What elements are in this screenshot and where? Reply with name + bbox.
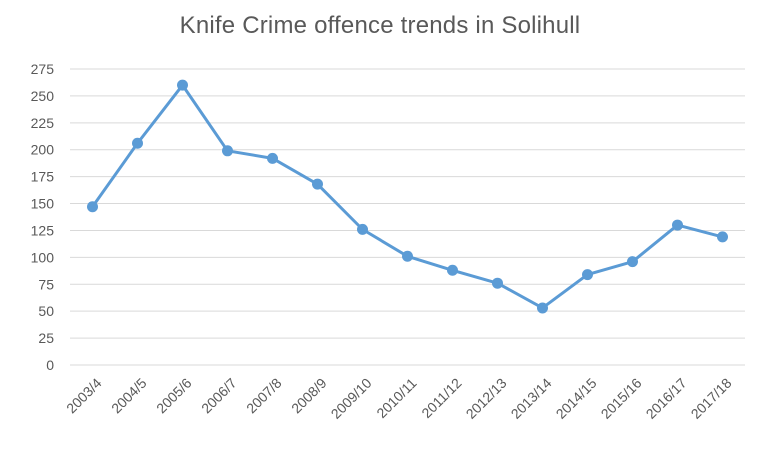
x-tick-label: 2016/17 [643, 375, 690, 422]
y-tick-label: 50 [38, 303, 54, 319]
data-point [357, 223, 368, 235]
series-line [91, 83, 724, 310]
data-point [447, 264, 458, 276]
x-tick-label: 2010/11 [373, 375, 420, 422]
data-point [717, 231, 728, 243]
data-point [402, 250, 413, 262]
x-tick-label: 2012/13 [463, 375, 510, 422]
data-point [132, 137, 143, 149]
x-tick-label: 2014/15 [553, 375, 600, 422]
y-tick-label: 250 [31, 88, 55, 104]
data-point [312, 178, 323, 190]
x-tick-label: 2013/14 [508, 375, 555, 422]
x-tick-label: 2006/7 [198, 375, 240, 417]
gridlines [70, 68, 745, 366]
data-point [537, 302, 548, 314]
x-tick-label: 2015/16 [598, 375, 645, 422]
data-point [627, 256, 638, 268]
y-tick-label: 150 [31, 196, 55, 212]
data-point [582, 269, 593, 281]
y-tick-label: 200 [31, 142, 55, 158]
data-point [672, 219, 683, 231]
y-tick-label: 225 [31, 115, 55, 131]
y-tick-label: 25 [38, 330, 54, 346]
x-tick-label: 2017/18 [688, 375, 735, 422]
y-tick-label: 75 [38, 276, 54, 292]
y-axis: 0 25 50 75 100 125 150 175 200 225 250 275 [31, 61, 55, 373]
y-tick-label: 275 [31, 61, 55, 77]
x-tick-label: 2007/8 [243, 375, 285, 417]
x-tick-label: 2011/12 [418, 375, 465, 422]
chart-title: Knife Crime offence trends in Solihull [179, 12, 581, 39]
data-point [177, 79, 188, 91]
x-axis: 2003/4 2004/5 2005/6 2006/7 2007/8 2008/92009… [63, 375, 735, 422]
x-tick-label: 2004/5 [108, 375, 150, 417]
x-tick-label: 2008/9 [288, 375, 330, 417]
y-tick-label: 0 [46, 357, 54, 373]
y-tick-label: 175 [31, 169, 55, 185]
data-points [87, 79, 728, 314]
x-tick-label: 2003/4 [63, 375, 105, 417]
y-tick-label: 125 [31, 222, 55, 238]
data-point [87, 201, 98, 213]
x-tick-label: 2009/10 [328, 375, 375, 422]
x-tick-label: 2005/6 [153, 375, 195, 417]
data-point [222, 145, 233, 157]
y-tick-label: 100 [31, 249, 55, 265]
data-point [492, 277, 503, 289]
data-point [267, 152, 278, 164]
